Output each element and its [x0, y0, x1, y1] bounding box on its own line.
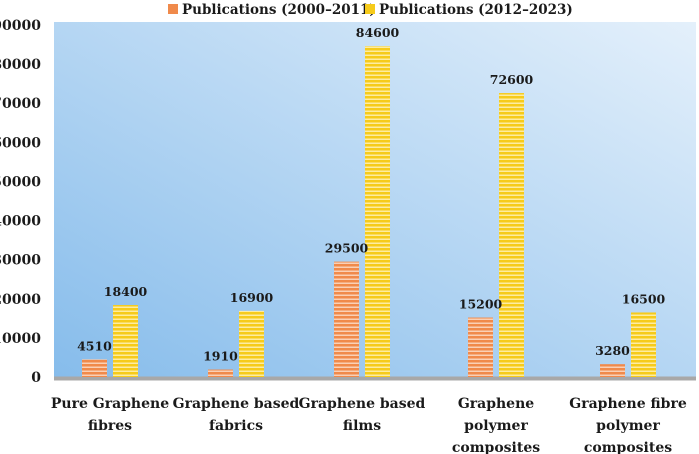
y-tick-label: 50000 — [0, 174, 41, 190]
bar-series-1 — [600, 364, 625, 377]
data-label: 16900 — [230, 290, 274, 305]
bar-series-1 — [208, 369, 233, 377]
category-label: Graphene based — [173, 396, 300, 412]
data-label: 72600 — [490, 72, 534, 87]
bar-series-2 — [113, 305, 138, 377]
y-tick-label: 40000 — [0, 214, 41, 230]
data-label: 1910 — [203, 349, 238, 364]
data-label: 16500 — [622, 291, 666, 306]
category-label: Pure Graphene — [51, 396, 169, 412]
y-tick-label: 20000 — [0, 292, 41, 308]
bar-series-2 — [239, 310, 264, 377]
y-tick-label: 30000 — [0, 253, 41, 269]
category-label: polymer — [596, 418, 660, 434]
bar-series-1 — [334, 261, 359, 377]
category-label: fabrics — [209, 418, 263, 434]
data-label: 4510 — [77, 338, 112, 353]
y-tick-label: 80000 — [0, 57, 41, 73]
legend: Publications (2000–2011) Publications (20… — [168, 2, 573, 18]
data-label: 3280 — [595, 343, 630, 358]
y-tick-label: 70000 — [0, 96, 41, 112]
bar-series-2 — [631, 312, 656, 377]
category-label: films — [343, 418, 381, 434]
data-label: 18400 — [104, 284, 148, 299]
y-tick-label: 90000 — [0, 18, 41, 34]
y-axis: 0 10000 20000 30000 40000 50000 60000 70000 8000… — [0, 18, 41, 386]
y-tick-label: 10000 — [0, 331, 41, 347]
legend-label: Publications (2012–2023) — [379, 2, 573, 18]
data-label: 15200 — [459, 297, 503, 312]
data-label: 84600 — [356, 25, 400, 40]
category-label: composites — [452, 440, 540, 454]
category-label: Graphene — [458, 396, 534, 412]
category-label: fibres — [88, 418, 132, 434]
y-tick-label: 60000 — [0, 135, 41, 151]
category-label: Graphene fibre — [569, 396, 687, 412]
bar-series-2 — [365, 46, 390, 378]
category-label: polymer — [464, 418, 528, 434]
category-label: composites — [584, 440, 672, 454]
x-axis-line — [54, 376, 696, 381]
data-label: 29500 — [325, 241, 369, 256]
y-tick-label: 0 — [31, 370, 41, 386]
bars — [82, 46, 656, 378]
bar-series-2 — [499, 93, 524, 377]
category-label: Graphene based — [299, 396, 426, 412]
legend-label: Publications (2000–2011) — [182, 2, 376, 18]
x-axis: Pure Graphene fibres Graphene based fabrics… — [51, 396, 687, 454]
legend-swatch — [168, 4, 178, 14]
bar-series-1 — [468, 317, 493, 377]
data-labels: 4510 18400 1910 16900 29500 84600 15200 72600 32… — [77, 25, 665, 363]
legend-swatch — [365, 4, 375, 14]
bar-series-1 — [82, 359, 107, 377]
